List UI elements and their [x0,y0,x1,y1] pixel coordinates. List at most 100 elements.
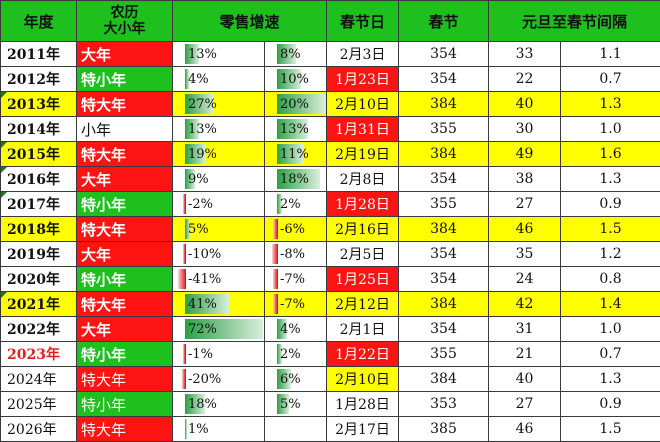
gap-days-cell: 40 [489,367,561,392]
gap-ratio-cell: 0.9 [561,392,660,417]
sales-growth-cell: 1% [173,417,265,442]
sales-growth-cell: 4% [265,317,327,342]
sales-growth-cell: 6% [265,367,327,392]
sales-growth-cell: 18% [173,392,265,417]
sales-growth-value: 8% [267,47,301,62]
lunar-type-cell: 特小年 [77,267,173,292]
lunar-type-cell: 大年 [77,317,173,342]
header-spring-days: 春节 [399,1,489,42]
spring-days-cell: 384 [399,92,489,117]
gap-ratio-cell: 1.0 [561,117,660,142]
sales-growth-cell: 13% [173,42,265,67]
sales-growth-cell: -8% [265,242,327,267]
spring-date-cell: 2月12日 [327,292,399,317]
year-cell: 2018年 [1,217,77,242]
spring-date-cell: 2月16日 [327,217,399,242]
gap-days-cell: 38 [489,167,561,192]
spring-date-cell: 1月28日 [327,392,399,417]
lunar-type-cell: 大年 [77,42,173,67]
lunar-type-cell: 特大年 [77,292,173,317]
sales-growth-cell: 5% [265,392,327,417]
sales-growth-cell: 72% [173,317,265,342]
gap-days-cell: 46 [489,417,561,442]
sales-growth-cell: -6% [265,217,327,242]
year-cell: 2012年 [1,67,77,92]
spring-days-cell: 384 [399,142,489,167]
sales-growth-value: 27% [175,97,217,112]
spring-days-cell: 354 [399,317,489,342]
gap-ratio-cell: 1.5 [561,217,660,242]
gap-ratio-cell: 1.0 [561,317,660,342]
spring-days-cell: 353 [399,392,489,417]
sales-growth-value: 2% [267,347,301,362]
sales-growth-value: 6% [267,372,301,387]
sales-growth-value: 9% [175,172,209,187]
sales-growth-cell: 2% [265,192,327,217]
spring-date-cell: 2月17日 [327,417,399,442]
sales-growth-value: 11% [267,147,309,162]
sales-growth-cell: -1% [173,342,265,367]
gap-ratio-cell: 1.1 [561,42,660,67]
spring-date-cell: 2月1日 [327,317,399,342]
year-cell: 2020年 [1,267,77,292]
year-cell: 2015年 [1,142,77,167]
sales-growth-value: 4% [267,322,301,337]
gap-ratio-cell: 1.3 [561,92,660,117]
year-cell: 2019年 [1,242,77,267]
sales-growth-value: 2% [267,197,301,212]
spring-date-cell: 2月8日 [327,167,399,192]
sales-growth-cell: 13% [265,117,327,142]
sales-growth-value: 20% [267,97,309,112]
gap-ratio-cell: 0.7 [561,67,660,92]
gap-ratio-cell: 0.7 [561,342,660,367]
header-year: 年度 [1,1,77,42]
lunar-type-cell: 大年 [77,167,173,192]
gap-ratio-cell: 1.4 [561,292,660,317]
lunar-type-cell: 特大年 [77,417,173,442]
sales-growth-value: -1% [175,347,213,362]
spring-days-cell: 354 [399,167,489,192]
sales-growth-value: 13% [175,122,217,137]
spring-days-cell: 384 [399,367,489,392]
lunar-type-cell: 大年 [77,242,173,267]
gap-days-cell: 49 [489,142,561,167]
spring-days-cell: 354 [399,267,489,292]
spring-date-cell: 1月22日 [327,342,399,367]
sales-growth-value: 13% [175,47,217,62]
sales-growth-cell: 19% [173,142,265,167]
comment-marker-icon [1,92,7,98]
sales-growth-cell: 9% [173,167,265,192]
sales-growth-cell: 10% [265,67,327,92]
lunar-type-cell: 特小年 [77,192,173,217]
sales-growth-value: 18% [267,172,309,187]
sales-growth-value: -20% [175,372,221,387]
gap-days-cell: 42 [489,292,561,317]
sales-growth-cell: 11% [265,142,327,167]
lunar-type-cell: 特大年 [77,217,173,242]
spring-days-cell: 355 [399,342,489,367]
gap-ratio-cell: 1.6 [561,142,660,167]
header-sales: 零售增速 [173,1,327,42]
gap-days-cell: 31 [489,317,561,342]
lunar-type-cell: 小年 [77,117,173,142]
sales-growth-cell: 4% [173,67,265,92]
lunar-type-cell: 特小年 [77,67,173,92]
gap-ratio-cell: 1.3 [561,367,660,392]
gap-ratio-cell: 0.9 [561,192,660,217]
gap-days-cell: 24 [489,267,561,292]
lunar-type-cell: 特大年 [77,92,173,117]
spring-date-cell: 2月19日 [327,142,399,167]
spring-date-cell: 1月25日 [327,267,399,292]
sales-growth-cell: -10% [173,242,265,267]
sales-growth-value: 41% [175,297,217,312]
